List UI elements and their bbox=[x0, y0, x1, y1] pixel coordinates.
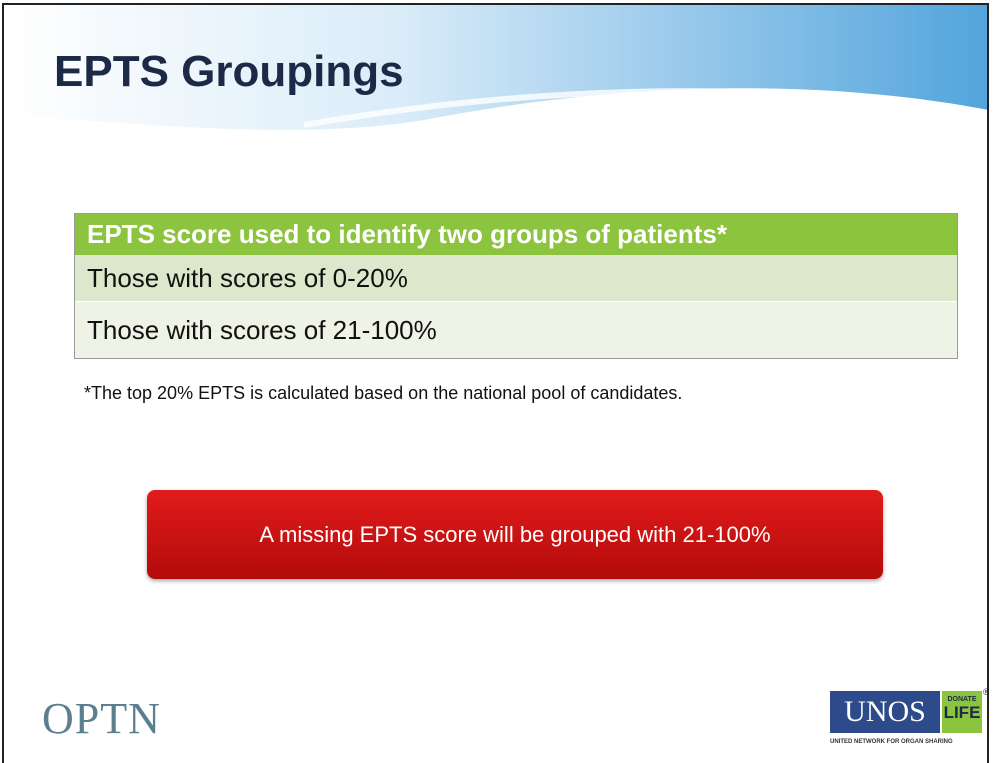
table: EPTS score used to identify two groups o… bbox=[74, 213, 958, 359]
footnote: *The top 20% EPTS is calculated based on… bbox=[84, 383, 683, 403]
unos-logo: UNOS DONATE LIFE ® UNITED NETWORK FOR OR… bbox=[830, 687, 987, 755]
table-row: Those with scores of 21-100% bbox=[75, 302, 957, 358]
header-swoosh bbox=[4, 5, 987, 130]
slide: EPTS Groupings EPTS score used to identi… bbox=[2, 3, 989, 763]
table-header: EPTS score used to identify two groups o… bbox=[75, 214, 957, 255]
optn-logo: OPTN bbox=[42, 694, 161, 743]
unos-wordmark: UNOS bbox=[830, 691, 940, 733]
table-row: Those with scores of 0-20% bbox=[75, 255, 957, 302]
life-text: LIFE bbox=[943, 703, 981, 722]
registered-mark: ® bbox=[983, 687, 989, 697]
donate-text: DONATE bbox=[947, 696, 977, 703]
title: EPTS Groupings bbox=[54, 47, 404, 96]
unos-tagline: UNITED NETWORK FOR ORGAN SHARING bbox=[830, 739, 953, 745]
donate-life: DONATE LIFE bbox=[942, 691, 982, 733]
callout: A missing EPTS score will be grouped wit… bbox=[147, 490, 883, 579]
